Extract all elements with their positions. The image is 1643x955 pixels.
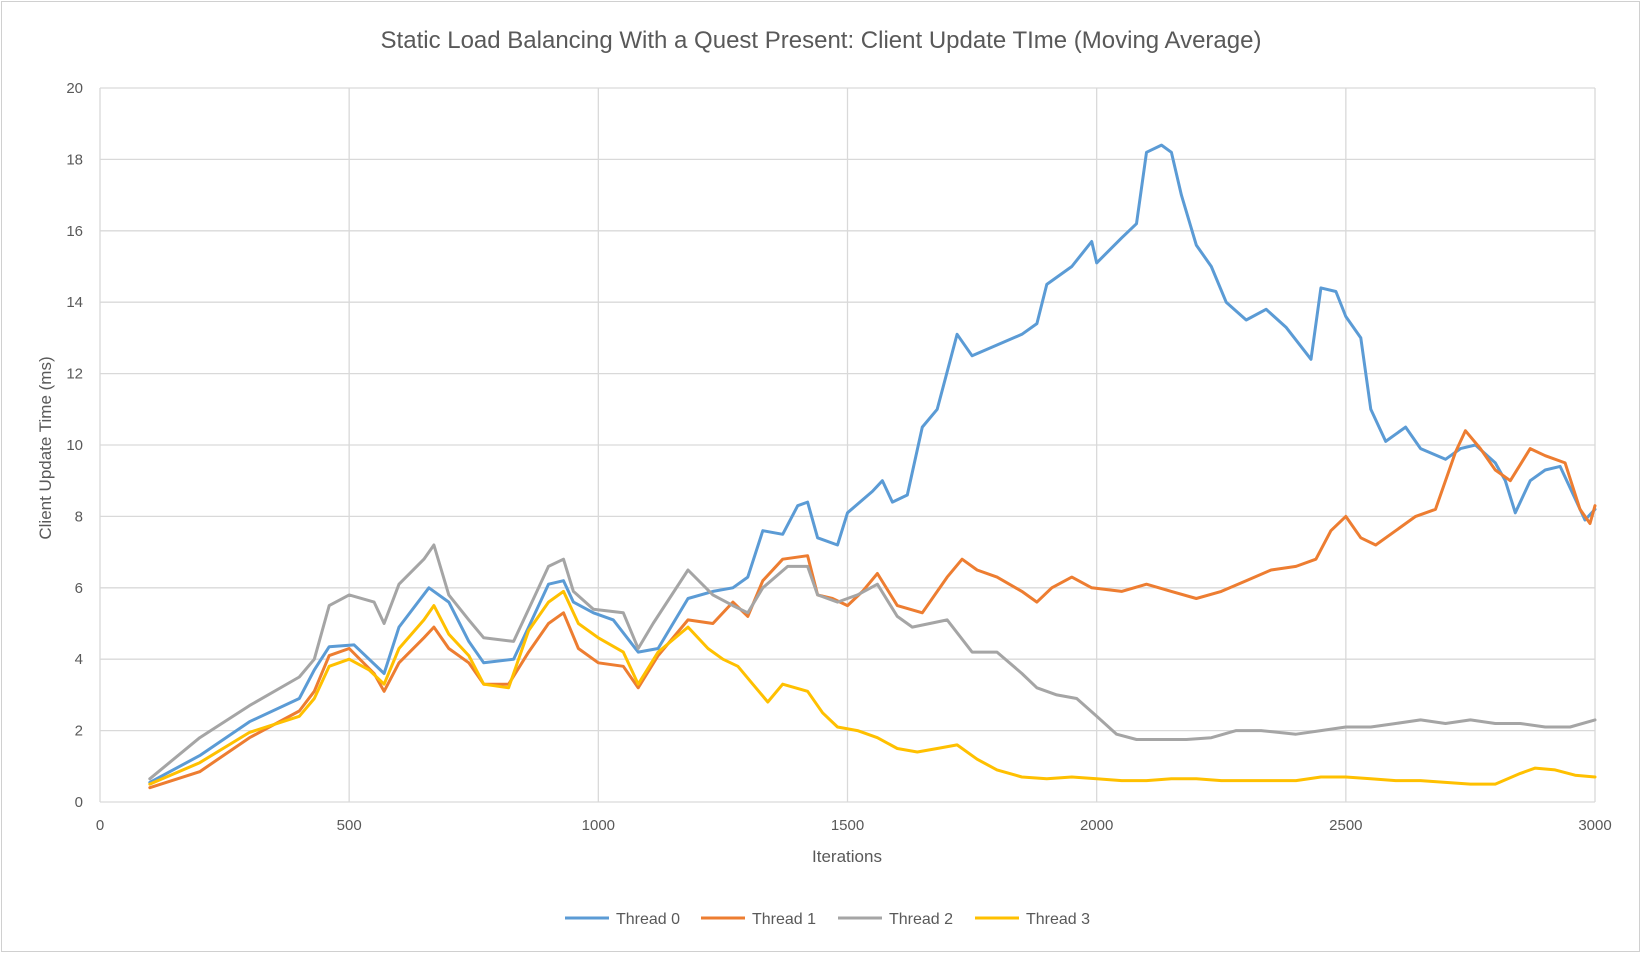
x-tick-label: 3000: [1578, 817, 1611, 834]
x-axis-title: Iterations: [812, 847, 882, 866]
x-tick-label: 2000: [1080, 817, 1113, 834]
y-tick-label: 18: [66, 151, 83, 168]
y-tick-label: 8: [75, 508, 83, 525]
x-axis-tick-labels: 0 500 1000 1500 2000 2500 3000: [96, 817, 1612, 834]
plot-series: [148, 143, 1597, 790]
legend-label: Thread 1: [752, 911, 816, 928]
legend-item-thread-0: Thread 0: [565, 911, 680, 928]
y-axis-tick-labels: 0 2 4 6 8 10 12 14 16 18 20: [66, 80, 83, 811]
legend-item-thread-1: Thread 1: [701, 911, 816, 928]
y-tick-label: 16: [66, 223, 83, 240]
x-tick-label: 2500: [1329, 817, 1362, 834]
series-line-thread-2: [148, 543, 1597, 781]
x-tick-label: 500: [337, 817, 362, 834]
x-tick-label: 1500: [831, 817, 864, 834]
y-tick-label: 4: [75, 651, 83, 668]
legend: Thread 0 Thread 1 Thread 2 Thread 3: [565, 911, 1090, 928]
y-axis-title: Client Update Time (ms): [36, 356, 55, 539]
x-tick-label: 0: [96, 817, 104, 834]
legend-label: Thread 0: [616, 911, 680, 928]
y-tick-label: 6: [75, 580, 83, 597]
y-tick-label: 12: [66, 366, 83, 383]
y-tick-label: 14: [66, 294, 83, 311]
legend-item-thread-2: Thread 2: [838, 911, 953, 928]
y-tick-label: 20: [66, 80, 83, 97]
series-line-thread-0: [148, 143, 1597, 784]
series-line-thread-3: [148, 589, 1597, 786]
x-tick-label: 1000: [582, 817, 615, 834]
gridlines: [99, 87, 1596, 803]
y-tick-label: 2: [75, 723, 83, 740]
legend-label: Thread 2: [889, 911, 953, 928]
series-line-thread-1: [148, 429, 1597, 790]
legend-item-thread-3: Thread 3: [975, 911, 1090, 928]
chart-title: Static Load Balancing With a Quest Prese…: [381, 27, 1262, 54]
legend-label: Thread 3: [1026, 911, 1090, 928]
y-tick-label: 10: [66, 437, 83, 454]
y-tick-label: 0: [75, 794, 83, 811]
